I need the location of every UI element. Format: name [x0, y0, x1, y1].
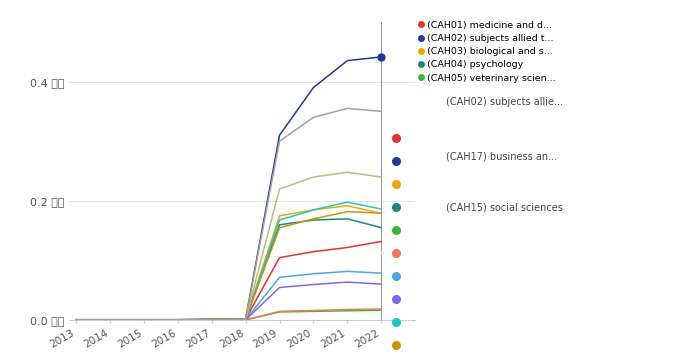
Text: (CAH15) social sciences: (CAH15) social sciences	[446, 202, 563, 213]
Text: 2022: 2022	[389, 106, 428, 120]
Text: 155,180: 155,180	[648, 202, 684, 211]
Text: 186,500: 186,500	[648, 318, 684, 327]
Text: (CAH02) subjects allied to medicine: (CAH02) subjects allied to medicine	[412, 156, 567, 165]
Text: 132,100: 132,100	[648, 133, 684, 142]
Text: 441,280: 441,280	[648, 156, 684, 165]
Text: 60,640: 60,640	[654, 294, 684, 304]
Text: (CAH05) veterinary sciences: (CAH05) veterinary sciences	[444, 225, 567, 234]
Text: (CAH01) medicine and dentistry: (CAH01) medicine and dentistry	[428, 133, 567, 142]
Text: (CAH02) subjects allie...: (CAH02) subjects allie...	[446, 97, 563, 107]
Text: (CAH04) psychology: (CAH04) psychology	[479, 202, 567, 211]
Text: (CAH11) computing: (CAH11) computing	[482, 341, 567, 350]
Text: (CAH03) biological and sport sciences: (CAH03) biological and sport sciences	[403, 179, 567, 188]
Text: 179,160: 179,160	[648, 179, 684, 188]
Text: 18,980: 18,980	[654, 249, 684, 257]
Text: 78,950: 78,950	[654, 272, 684, 281]
Text: 179,600: 179,600	[648, 341, 684, 350]
Text: (CAH07) physical sciences: (CAH07) physical sciences	[453, 272, 567, 281]
Text: (CAH09) mathematical sciences: (CAH09) mathematical sciences	[428, 294, 567, 304]
Text: 17,010: 17,010	[654, 225, 684, 234]
Legend: (CAH01) medicine and d..., (CAH02) subjects allied t..., (CAH03) biological and : (CAH01) medicine and d..., (CAH02) subje…	[420, 21, 556, 83]
Text: (CAH10) engineering and technology: (CAH10) engineering and technology	[406, 318, 567, 327]
Text: (CAH17) business an...: (CAH17) business an...	[446, 151, 558, 162]
Text: (CAH06) agriculture, food and related studies: (CAH06) agriculture, food and related st…	[371, 249, 567, 257]
